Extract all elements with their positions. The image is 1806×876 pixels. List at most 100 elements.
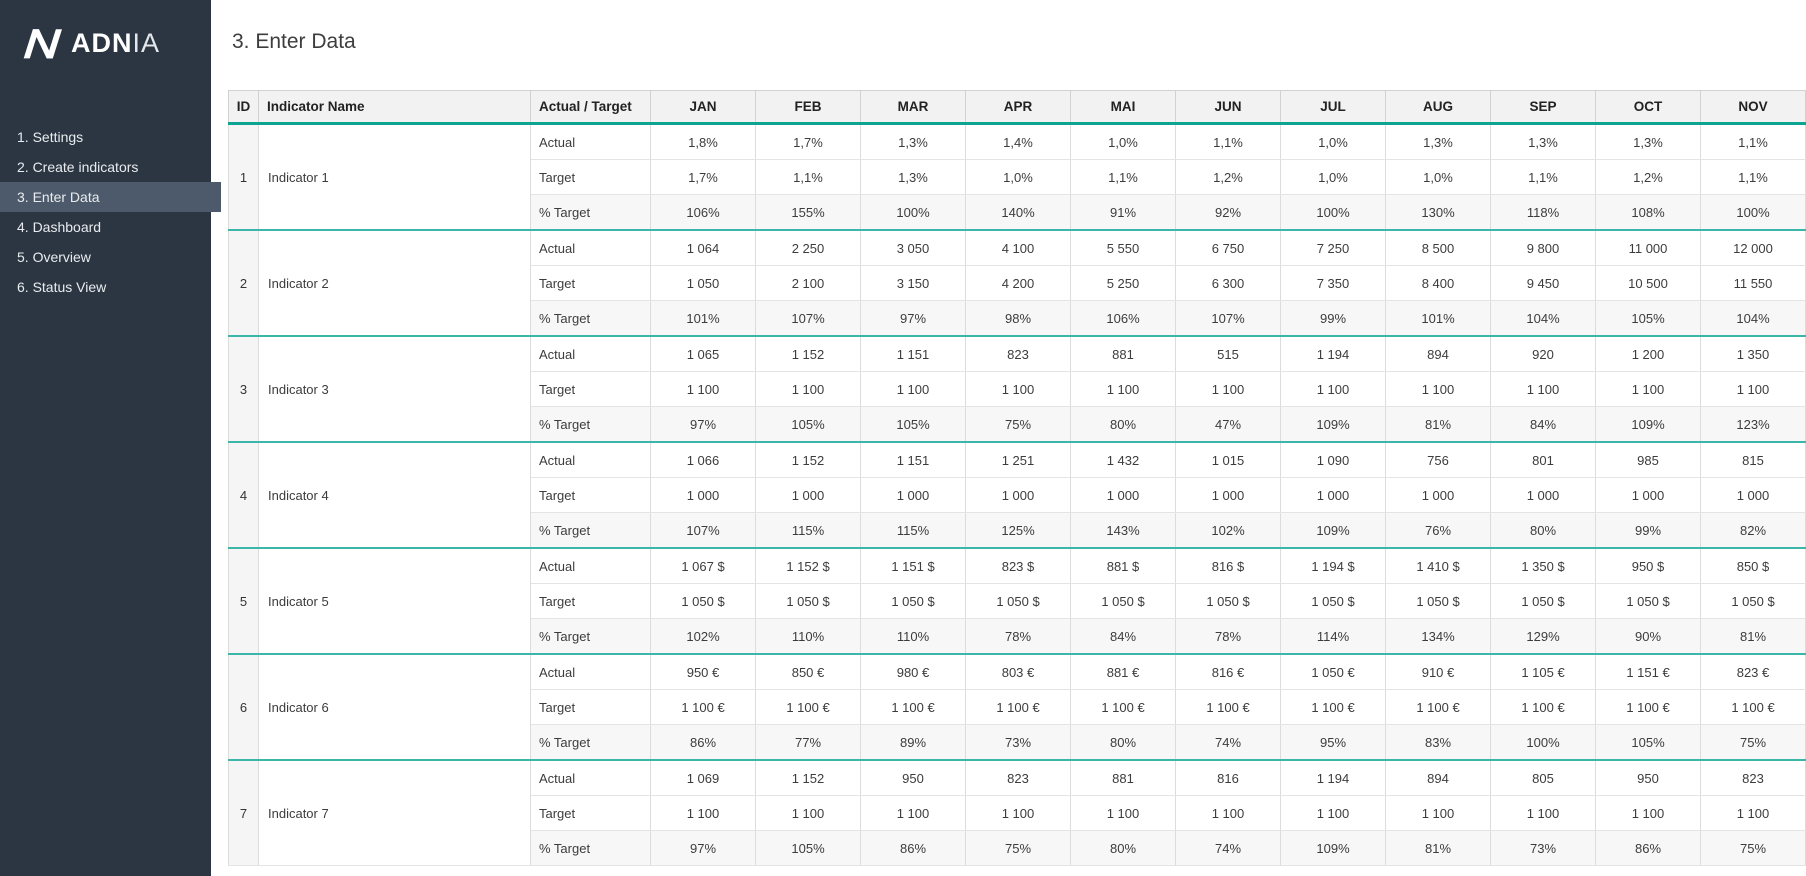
value-cell[interactable]: 97%	[860, 300, 966, 337]
value-cell[interactable]: 2 250	[755, 229, 861, 266]
value-cell[interactable]: 985	[1595, 441, 1701, 478]
value-cell[interactable]: 1 050 $	[1490, 583, 1596, 619]
value-cell[interactable]: 1 000	[1700, 477, 1806, 513]
value-cell[interactable]: 107%	[755, 300, 861, 337]
value-cell[interactable]: 1 050 $	[1070, 583, 1176, 619]
value-cell[interactable]: 75%	[1700, 830, 1806, 866]
value-cell[interactable]: 1 194	[1280, 759, 1386, 796]
value-cell[interactable]: 77%	[755, 724, 861, 761]
value-cell[interactable]: 5 250	[1070, 265, 1176, 301]
value-cell[interactable]: 894	[1385, 759, 1491, 796]
value-cell[interactable]: 1,3%	[860, 159, 966, 195]
value-cell[interactable]: 1 151	[860, 335, 966, 372]
value-cell[interactable]: 115%	[755, 512, 861, 549]
value-cell[interactable]: 74%	[1175, 830, 1281, 866]
value-cell[interactable]: 1 100	[650, 371, 756, 407]
value-cell[interactable]: 1 100 €	[755, 689, 861, 725]
value-cell[interactable]: 9 450	[1490, 265, 1596, 301]
value-cell[interactable]: 102%	[1175, 512, 1281, 549]
value-cell[interactable]: 1 194 $	[1280, 547, 1386, 584]
value-cell[interactable]: 1 100	[1490, 795, 1596, 831]
value-cell[interactable]: 950 $	[1595, 547, 1701, 584]
value-cell[interactable]: 1 090	[1280, 441, 1386, 478]
value-cell[interactable]: 1 100	[1490, 371, 1596, 407]
value-cell[interactable]: 1 100	[965, 795, 1071, 831]
value-cell[interactable]: 106%	[650, 194, 756, 231]
value-cell[interactable]: 1 050 $	[650, 583, 756, 619]
value-cell[interactable]: 110%	[755, 618, 861, 655]
value-cell[interactable]: 1,2%	[1595, 159, 1701, 195]
value-cell[interactable]: 73%	[965, 724, 1071, 761]
value-cell[interactable]: 75%	[1700, 724, 1806, 761]
value-cell[interactable]: 816 €	[1175, 653, 1281, 690]
value-cell[interactable]: 97%	[650, 830, 756, 866]
value-cell[interactable]: 84%	[1070, 618, 1176, 655]
value-cell[interactable]: 99%	[1280, 300, 1386, 337]
value-cell[interactable]: 1 100 €	[1595, 689, 1701, 725]
sidebar-item-dashboard[interactable]: 4. Dashboard	[17, 219, 102, 235]
value-cell[interactable]: 816	[1175, 759, 1281, 796]
value-cell[interactable]: 1,1%	[755, 159, 861, 195]
value-cell[interactable]: 1,8%	[650, 122, 756, 160]
value-cell[interactable]: 1 000	[650, 477, 756, 513]
value-cell[interactable]: 1 000	[1385, 477, 1491, 513]
value-cell[interactable]: 1 251	[965, 441, 1071, 478]
value-cell[interactable]: 1 100 €	[1175, 689, 1281, 725]
value-cell[interactable]: 1 050 $	[1595, 583, 1701, 619]
value-cell[interactable]: 815	[1700, 441, 1806, 478]
value-cell[interactable]: 110%	[860, 618, 966, 655]
value-cell[interactable]: 1 100	[1595, 371, 1701, 407]
value-cell[interactable]: 109%	[1595, 406, 1701, 443]
value-cell[interactable]: 105%	[1595, 724, 1701, 761]
value-cell[interactable]: 1 100 €	[1700, 689, 1806, 725]
value-cell[interactable]: 74%	[1175, 724, 1281, 761]
value-cell[interactable]: 1 067 $	[650, 547, 756, 584]
value-cell[interactable]: 1,1%	[1070, 159, 1176, 195]
value-cell[interactable]: 1 350	[1700, 335, 1806, 372]
value-cell[interactable]: 118%	[1490, 194, 1596, 231]
value-cell[interactable]: 1 064	[650, 229, 756, 266]
value-cell[interactable]: 10 500	[1595, 265, 1701, 301]
value-cell[interactable]: 100%	[1280, 194, 1386, 231]
value-cell[interactable]: 80%	[1070, 830, 1176, 866]
value-cell[interactable]: 805	[1490, 759, 1596, 796]
value-cell[interactable]: 1 100 €	[1385, 689, 1491, 725]
value-cell[interactable]: 115%	[860, 512, 966, 549]
value-cell[interactable]: 1 000	[860, 477, 966, 513]
value-cell[interactable]: 1 410 $	[1385, 547, 1491, 584]
value-cell[interactable]: 1 151	[860, 441, 966, 478]
value-cell[interactable]: 1,0%	[1280, 159, 1386, 195]
value-cell[interactable]: 850 €	[755, 653, 861, 690]
value-cell[interactable]: 109%	[1280, 830, 1386, 866]
value-cell[interactable]: 5 550	[1070, 229, 1176, 266]
value-cell[interactable]: 107%	[650, 512, 756, 549]
value-cell[interactable]: 104%	[1700, 300, 1806, 337]
value-cell[interactable]: 515	[1175, 335, 1281, 372]
value-cell[interactable]: 1 100	[1280, 371, 1386, 407]
value-cell[interactable]: 7 250	[1280, 229, 1386, 266]
value-cell[interactable]: 1 050 $	[1175, 583, 1281, 619]
value-cell[interactable]: 12 000	[1700, 229, 1806, 266]
value-cell[interactable]: 881	[1070, 335, 1176, 372]
value-cell[interactable]: 98%	[965, 300, 1071, 337]
value-cell[interactable]: 80%	[1490, 512, 1596, 549]
indicator-name-cell[interactable]: Indicator 6	[258, 653, 531, 761]
value-cell[interactable]: 100%	[1490, 724, 1596, 761]
indicator-name-cell[interactable]: Indicator 3	[258, 335, 531, 443]
value-cell[interactable]: 1 000	[1070, 477, 1176, 513]
value-cell[interactable]: 95%	[1280, 724, 1386, 761]
value-cell[interactable]: 1,2%	[1175, 159, 1281, 195]
value-cell[interactable]: 1 000	[965, 477, 1071, 513]
value-cell[interactable]: 134%	[1385, 618, 1491, 655]
value-cell[interactable]: 1 152 $	[755, 547, 861, 584]
value-cell[interactable]: 107%	[1175, 300, 1281, 337]
value-cell[interactable]: 1 000	[755, 477, 861, 513]
value-cell[interactable]: 90%	[1595, 618, 1701, 655]
value-cell[interactable]: 1,7%	[755, 122, 861, 160]
value-cell[interactable]: 1 151 €	[1595, 653, 1701, 690]
value-cell[interactable]: 86%	[650, 724, 756, 761]
value-cell[interactable]: 1 100 €	[1070, 689, 1176, 725]
value-cell[interactable]: 1 050 $	[755, 583, 861, 619]
value-cell[interactable]: 129%	[1490, 618, 1596, 655]
value-cell[interactable]: 1 152	[755, 335, 861, 372]
